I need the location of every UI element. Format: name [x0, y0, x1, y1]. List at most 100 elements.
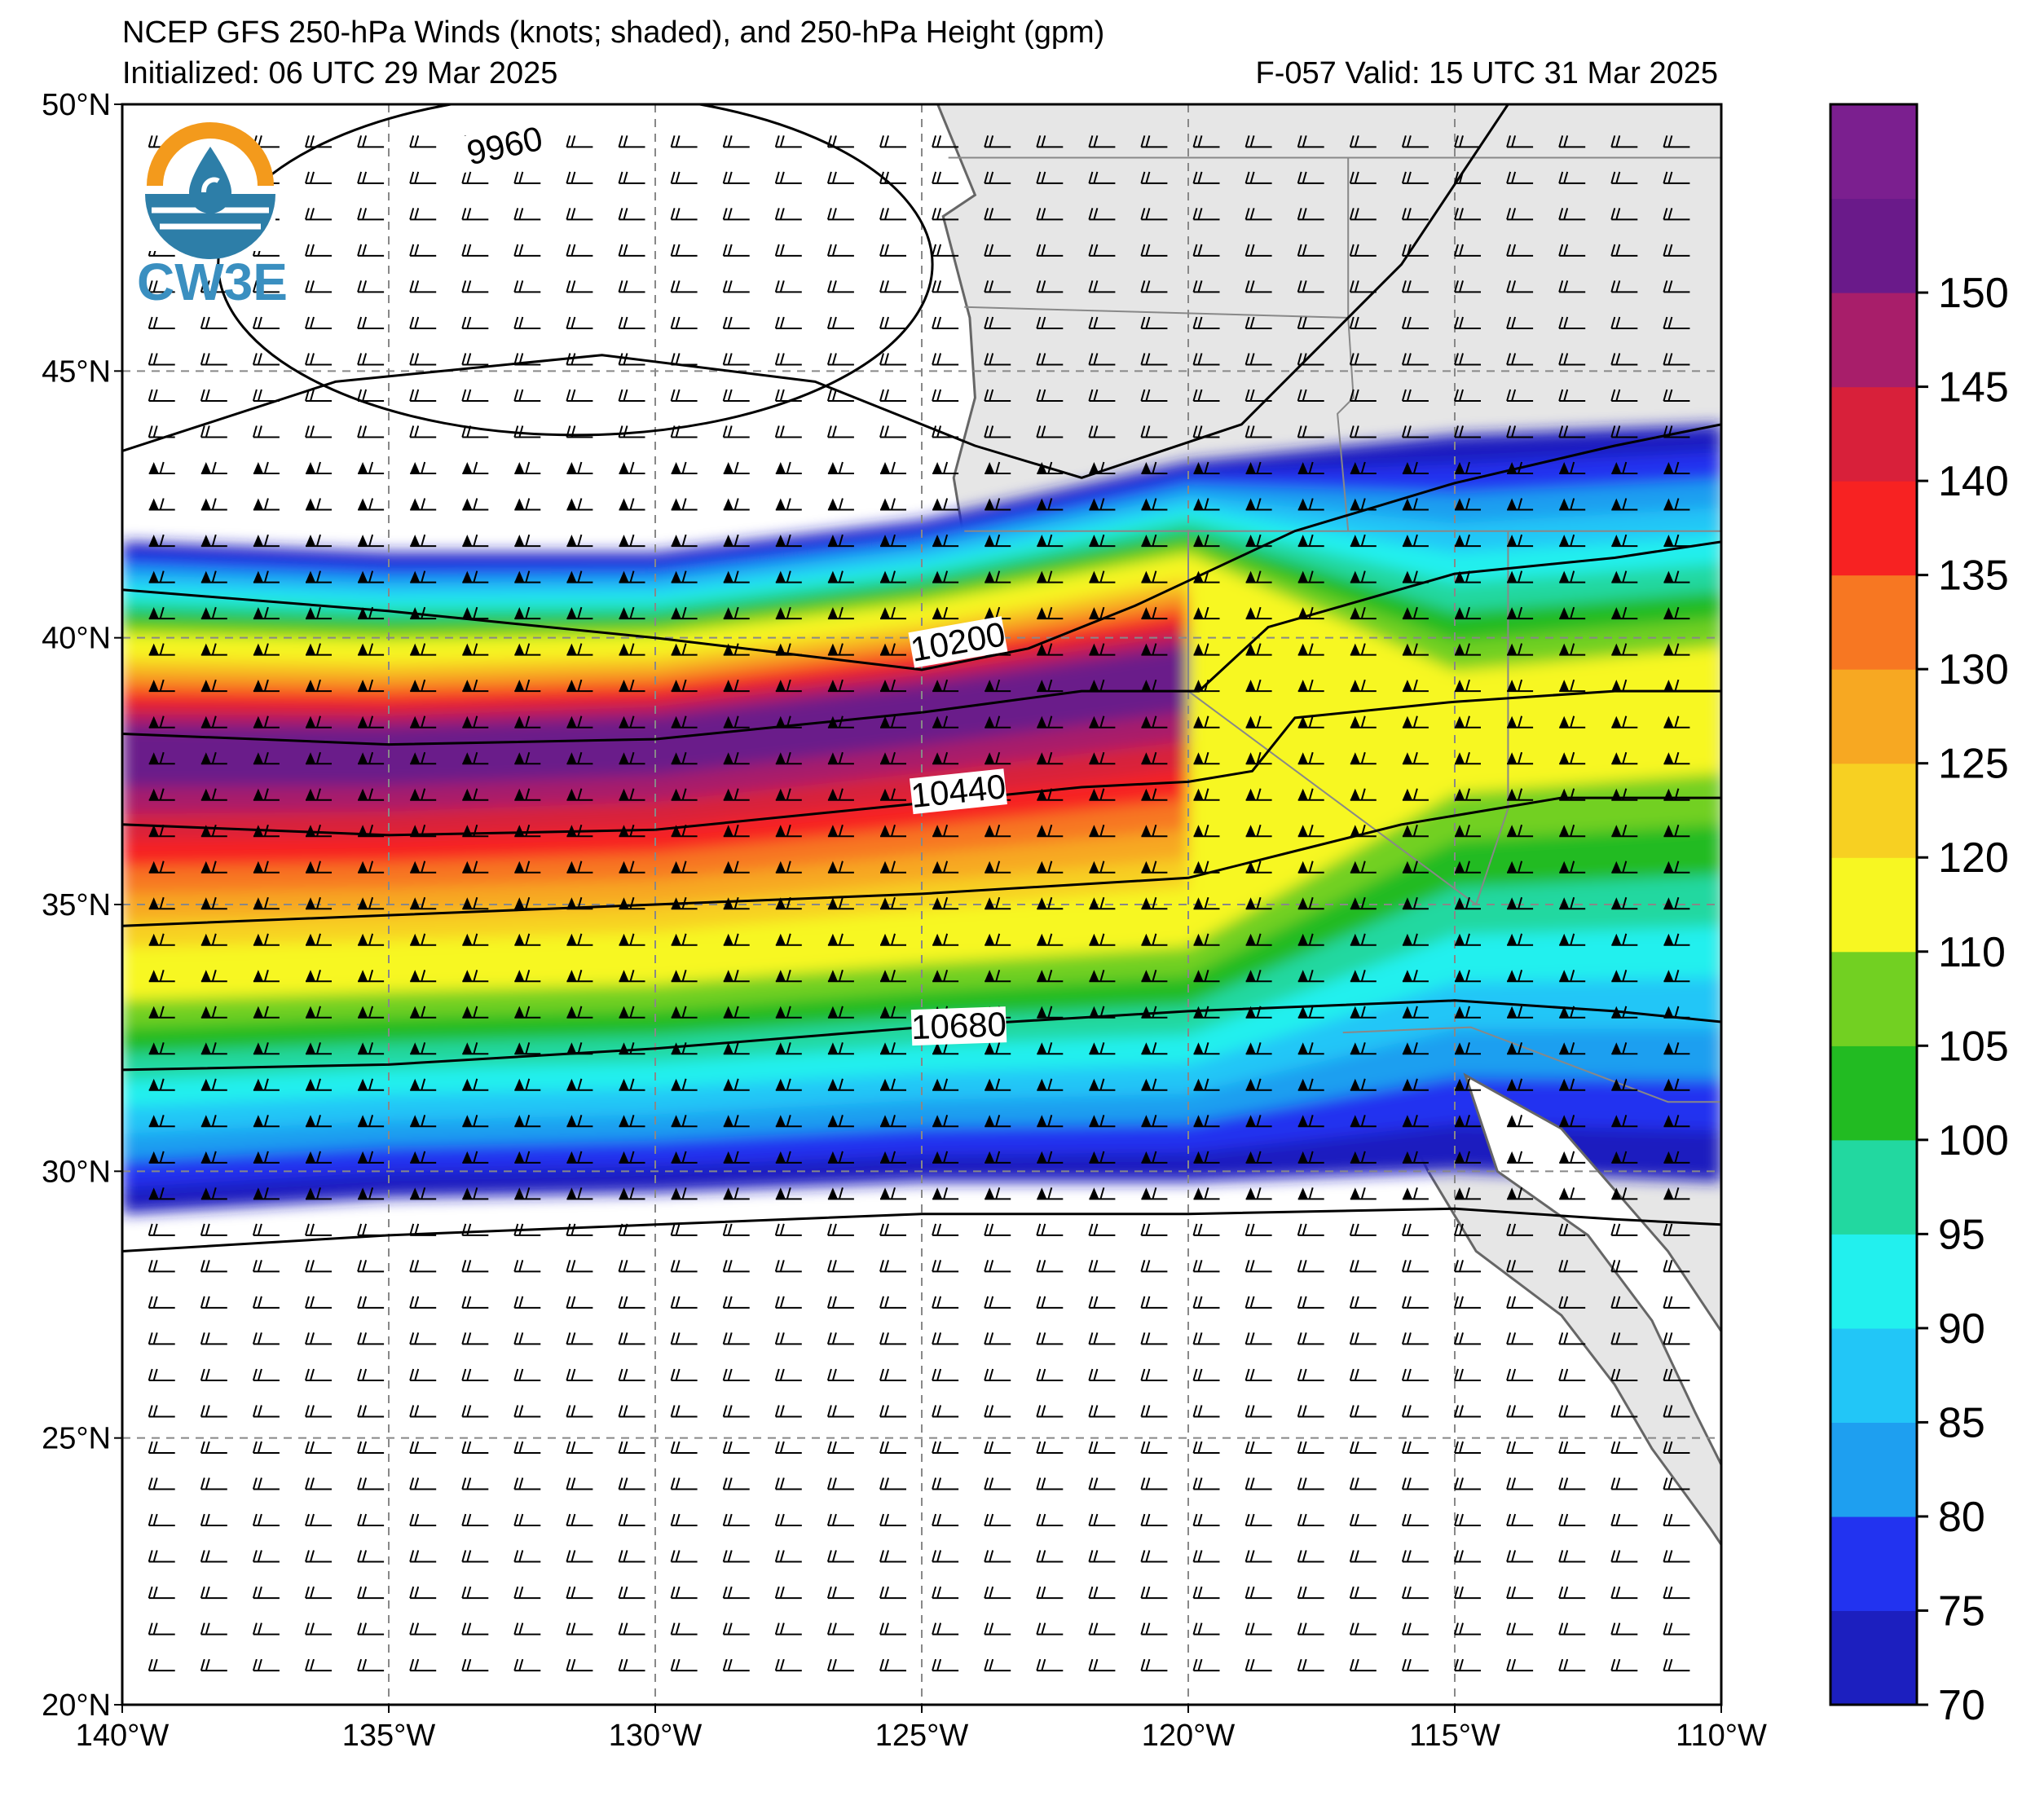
wind-barb — [1244, 1368, 1272, 1381]
wind-barb — [148, 824, 175, 838]
wind-barb — [1088, 1550, 1116, 1563]
wind-barb — [1037, 679, 1064, 693]
wind-barb — [1455, 788, 1481, 801]
wind-barb — [148, 1151, 175, 1164]
wind-barb — [671, 1006, 698, 1019]
wind-barb — [513, 1513, 541, 1526]
wind-barb — [985, 534, 1011, 548]
wind-barb — [984, 1405, 1011, 1418]
wind-barb — [409, 1441, 437, 1454]
wind-barb — [1559, 606, 1586, 620]
wind-barb — [358, 896, 385, 910]
wind-barb — [619, 498, 645, 511]
wind-barb — [1140, 1441, 1168, 1454]
wind-barb — [357, 1260, 385, 1273]
wind-barb — [409, 244, 437, 257]
wind-barb — [1192, 1332, 1220, 1345]
wind-barb — [1559, 788, 1586, 801]
wind-barb — [462, 1006, 489, 1019]
wind-barb — [1350, 824, 1377, 838]
wind-barb — [148, 606, 175, 620]
colorbar: 70 75 80 85 90 95 100 105 110 120 125 130 135 140 145 1… — [1829, 103, 2009, 1729]
wind-barb — [932, 824, 959, 838]
wind-barb — [514, 1187, 541, 1200]
wind-barb — [671, 751, 698, 765]
wind-barb — [985, 715, 1011, 729]
wind-barb — [1402, 824, 1429, 838]
wind-barb — [1244, 280, 1272, 293]
wind-barb — [148, 389, 175, 402]
wind-barb — [1559, 933, 1586, 946]
wind-barb — [200, 389, 227, 402]
wind-barb — [1350, 788, 1377, 801]
wind-barb — [461, 1622, 489, 1635]
wind-barb — [1454, 1622, 1481, 1635]
wind-barb — [932, 1332, 959, 1345]
wind-barb — [461, 1658, 489, 1672]
wind-barb — [1663, 643, 1690, 656]
wind-barb — [148, 643, 175, 656]
wind-barb — [305, 1296, 332, 1309]
wind-barb — [1088, 1586, 1116, 1600]
wind-barb — [670, 1332, 698, 1345]
wind-barb — [148, 679, 175, 693]
wind-barb — [1036, 316, 1064, 329]
wind-barb — [1663, 1405, 1690, 1418]
wind-barb — [1140, 208, 1168, 221]
wind-barb — [200, 425, 227, 438]
wind-barb — [252, 1622, 280, 1635]
wind-barb — [1507, 970, 1534, 983]
wind-barb — [253, 643, 280, 656]
wind-barb — [514, 1078, 541, 1091]
wind-barb — [774, 353, 802, 366]
wind-barb — [566, 606, 593, 620]
colorbar-tick-label: 125 — [1938, 741, 2009, 788]
wind-barb — [1297, 171, 1324, 184]
wind-barb — [826, 171, 854, 184]
wind-barb — [200, 1187, 227, 1200]
wind-barb — [932, 1115, 959, 1128]
wind-barb — [1401, 1260, 1429, 1273]
wind-barb — [618, 171, 645, 184]
wind-barb — [148, 1078, 175, 1091]
wind-barb — [671, 679, 698, 693]
cw3e-logo: CW3E — [137, 122, 288, 311]
wind-barb — [305, 135, 332, 148]
wind-barb — [357, 1586, 385, 1600]
height-contour-10080 — [122, 104, 1509, 479]
wind-barb — [1037, 606, 1064, 620]
wind-barb — [1558, 208, 1586, 221]
wind-barb — [1507, 570, 1534, 583]
wind-barb — [409, 1223, 437, 1236]
wind-barb — [774, 1622, 802, 1635]
wind-barb — [1402, 861, 1429, 874]
wind-barb — [409, 316, 437, 329]
wind-barb — [879, 135, 906, 148]
wind-barb — [1611, 1078, 1638, 1091]
wind-barb — [1559, 715, 1586, 729]
wind-barb — [1506, 1622, 1534, 1635]
wind-barb — [619, 715, 645, 729]
wind-barb — [1088, 1441, 1116, 1454]
wind-barb — [1297, 1296, 1324, 1309]
wind-barb — [252, 1586, 280, 1600]
wind-barb — [1193, 824, 1220, 838]
wind-barb — [1089, 788, 1116, 801]
wind-barb — [462, 570, 489, 583]
wind-barb — [1610, 1405, 1638, 1418]
wind-barb — [253, 1042, 280, 1055]
wind-barb — [1244, 1477, 1272, 1490]
colorbar-swatch — [1830, 857, 1917, 953]
wind-barb — [1455, 1078, 1481, 1091]
wind-barb — [513, 353, 541, 366]
wind-barb — [774, 1550, 802, 1563]
wind-barb — [1558, 1477, 1586, 1490]
wind-barb — [1558, 171, 1586, 184]
wind-barb — [358, 1006, 385, 1019]
wind-barb — [1244, 1550, 1272, 1563]
wind-barb — [774, 1513, 802, 1526]
wind-barb — [305, 1513, 332, 1526]
wind-barb — [1297, 1513, 1324, 1526]
wind-barb — [1350, 1078, 1377, 1091]
wind-barb — [932, 570, 959, 583]
